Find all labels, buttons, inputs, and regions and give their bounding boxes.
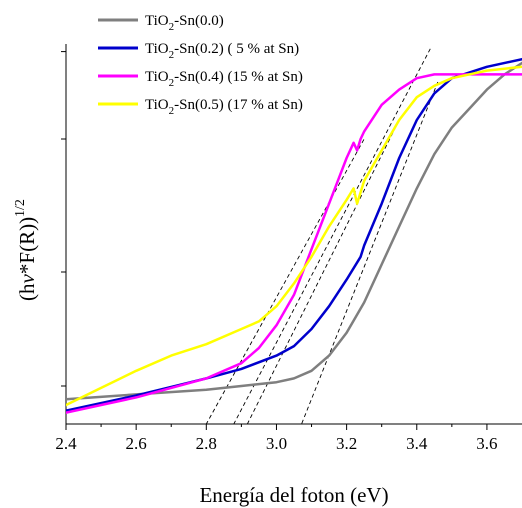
y-axis-title-nu: ν <box>15 273 39 283</box>
series-line-4 <box>66 65 522 407</box>
legend-label-4: TiO2-Sn(0.5) (17 % at Sn) <box>145 97 303 117</box>
y-ticks <box>61 51 66 387</box>
x-tick-label: 3.2 <box>336 434 357 453</box>
tangent-line-2 <box>233 47 432 424</box>
tangent-lines <box>205 47 439 424</box>
legend: TiO2-Sn(0.0) TiO2-Sn(0.2) ( 5 % at Sn) TiO… <box>98 13 303 117</box>
y-axis-title-mid: *F(R)) <box>15 217 39 274</box>
x-tick-label: 3.0 <box>266 434 287 453</box>
x-tick-label: 2.6 <box>126 434 147 453</box>
data-series <box>66 57 522 414</box>
x-tick-label: 3.4 <box>406 434 428 453</box>
y-axis-title: (hν*F(R))1/2 <box>13 199 39 301</box>
y-axis-title-exponent: 1/2 <box>13 199 28 217</box>
series-line-3 <box>66 73 522 414</box>
series-line-1 <box>66 61 522 401</box>
y-axis-title-open: (h <box>15 283 39 301</box>
series-line-2 <box>66 57 522 412</box>
x-ticks: 2.4 2.6 2.8 3.0 3.2 3.4 3.6 <box>55 424 498 453</box>
x-axis-title: Energía del foton (eV) <box>199 483 388 507</box>
legend-label-1: TiO2-Sn(0.0) <box>145 13 224 33</box>
x-tick-label: 2.4 <box>55 434 77 453</box>
legend-label-2: TiO2-Sn(0.2) ( 5 % at Sn) <box>145 41 299 61</box>
x-tick-label: 3.6 <box>476 434 497 453</box>
legend-label-3: TiO2-Sn(0.4) (15 % at Sn) <box>145 69 303 89</box>
x-tick-label: 2.8 <box>196 434 217 453</box>
tangent-line-4 <box>301 81 439 424</box>
tangent-line-1 <box>205 138 365 424</box>
